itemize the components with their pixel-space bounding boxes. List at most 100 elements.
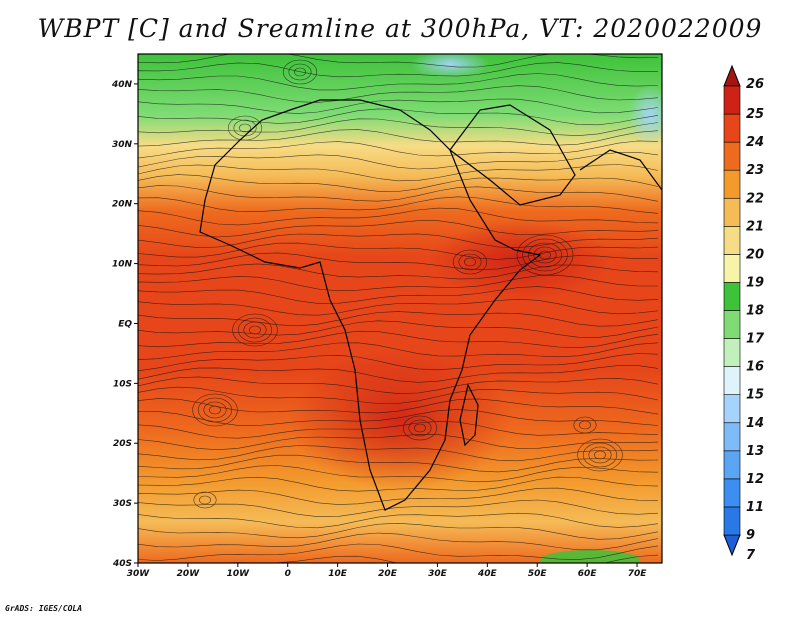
colorbar-label: 22 bbox=[746, 191, 764, 206]
eddy bbox=[193, 491, 217, 509]
colorbar-swatch bbox=[723, 478, 741, 508]
streamline bbox=[138, 54, 659, 68]
lon-tick-label: 70E bbox=[628, 569, 648, 579]
streamline bbox=[138, 512, 659, 529]
streamline bbox=[138, 73, 659, 91]
eddy bbox=[232, 313, 278, 347]
streamline bbox=[138, 140, 659, 159]
eddy bbox=[414, 423, 426, 433]
streamline bbox=[138, 365, 659, 383]
eddy bbox=[594, 450, 606, 460]
lon-tick-label: 40E bbox=[477, 569, 498, 579]
streamline bbox=[138, 252, 659, 271]
colorbar-label: 20 bbox=[746, 247, 764, 262]
streamline bbox=[138, 409, 659, 426]
colorbar-label: 21 bbox=[746, 219, 764, 234]
coastlines bbox=[199, 99, 662, 511]
eddy bbox=[288, 63, 312, 81]
colorbar-swatch bbox=[723, 506, 741, 536]
streamline bbox=[138, 376, 659, 394]
cool-patch bbox=[410, 54, 490, 78]
colorbar-swatch bbox=[723, 85, 741, 115]
eddy bbox=[249, 325, 261, 335]
streamline bbox=[138, 543, 659, 561]
eddy bbox=[243, 321, 267, 339]
cool-patch bbox=[540, 550, 640, 563]
eddy bbox=[209, 405, 221, 415]
eddy bbox=[294, 67, 306, 77]
eddy bbox=[516, 234, 574, 276]
colorbar-label: 16 bbox=[746, 360, 764, 375]
eddy bbox=[197, 397, 233, 423]
lat-tick-label: 30S bbox=[113, 499, 132, 509]
colorbar-label: 9 bbox=[746, 528, 755, 543]
streamline bbox=[138, 311, 659, 327]
streamline bbox=[138, 174, 659, 192]
streamline bbox=[138, 298, 659, 316]
colorbar-swatch bbox=[723, 366, 741, 395]
colorbar-swatch bbox=[723, 422, 741, 452]
streamline bbox=[138, 118, 659, 137]
eddy bbox=[533, 246, 557, 264]
streamline bbox=[138, 386, 659, 404]
eddy bbox=[237, 317, 273, 343]
streamline bbox=[138, 398, 659, 415]
streamline bbox=[138, 207, 659, 226]
lon-tick-label: 10E bbox=[328, 569, 348, 579]
eddy bbox=[452, 249, 488, 275]
streamline bbox=[138, 420, 659, 439]
colorbar-label: 26 bbox=[746, 77, 764, 92]
lon-tick-label: 10W bbox=[227, 569, 251, 579]
colorbar-swatch bbox=[723, 169, 741, 199]
colorbar-label: 12 bbox=[746, 472, 764, 487]
colorbar: 7 9 11 12 13 14 15 16 17 18 19 20 21 22 23 24 25 26 bbox=[723, 64, 765, 563]
streamline bbox=[138, 108, 659, 126]
colorbar-swatch bbox=[723, 113, 741, 143]
colorbar-label: 13 bbox=[746, 444, 764, 459]
colorbar-label: 14 bbox=[746, 416, 764, 431]
lon-tick-label: 30E bbox=[428, 569, 448, 579]
colorbar-end-low bbox=[723, 534, 741, 557]
streamline bbox=[138, 476, 659, 492]
lat-tick-label: EQ bbox=[118, 319, 132, 329]
streamline bbox=[138, 286, 659, 304]
streamline bbox=[138, 330, 659, 349]
eddy bbox=[402, 415, 438, 441]
cool-patch bbox=[628, 85, 662, 145]
streamline bbox=[138, 445, 659, 462]
colorbar-end-high bbox=[723, 64, 741, 87]
lat-tick-label: 20N bbox=[112, 200, 133, 210]
streamline bbox=[138, 129, 659, 147]
eddy bbox=[408, 419, 432, 437]
lat-tick-label: 40S bbox=[112, 559, 132, 569]
eddy bbox=[527, 242, 563, 268]
lon-tick-label: 60E bbox=[578, 569, 598, 579]
eddy bbox=[458, 253, 482, 271]
streamline bbox=[138, 465, 659, 483]
colorbar-label: 17 bbox=[746, 332, 765, 347]
colorbar-swatch bbox=[723, 310, 741, 339]
colorbar-swatch bbox=[723, 254, 741, 283]
lon-axis: 30W 20W 10W 0 10E 20E 30E 40E 50E 60E 70E bbox=[127, 563, 647, 579]
streamline bbox=[138, 320, 659, 338]
streamline bbox=[138, 151, 659, 170]
colorbar-swatch bbox=[723, 450, 741, 480]
chart-title: WBPT [C] and Sreamline at 300hPa, VT: 20… bbox=[37, 14, 763, 43]
streamline bbox=[138, 220, 659, 238]
colorbar-swatch bbox=[723, 338, 741, 367]
colorbar-swatch bbox=[723, 282, 741, 311]
colorbar-label: 19 bbox=[746, 275, 764, 290]
streamline bbox=[138, 263, 659, 280]
warm-core bbox=[430, 220, 610, 300]
lon-tick-label: 20E bbox=[378, 569, 398, 579]
streamline bbox=[138, 274, 658, 292]
eddy bbox=[464, 257, 476, 267]
eddy bbox=[239, 123, 251, 133]
eddy bbox=[199, 495, 211, 505]
eddy bbox=[227, 115, 263, 141]
colorbar-label: 11 bbox=[746, 500, 764, 515]
lon-tick-label: 0 bbox=[285, 569, 291, 579]
lat-tick-label: 10S bbox=[113, 379, 132, 389]
colorbar-swatch bbox=[723, 226, 741, 255]
